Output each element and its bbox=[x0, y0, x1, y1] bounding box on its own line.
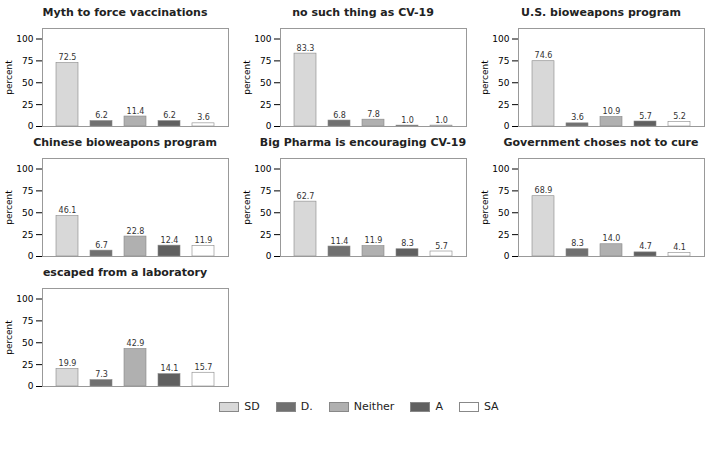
svg-text:percent: percent bbox=[4, 320, 14, 355]
svg-text:75: 75 bbox=[498, 56, 509, 66]
svg-text:75: 75 bbox=[22, 186, 33, 196]
svg-text:100: 100 bbox=[492, 164, 509, 174]
svg-text:25: 25 bbox=[22, 360, 33, 370]
svg-text:percent: percent bbox=[4, 60, 14, 95]
svg-text:7.3: 7.3 bbox=[95, 370, 108, 379]
html-text:SA: SA bbox=[483, 400, 499, 413]
svg-text:14.0: 14.0 bbox=[603, 234, 621, 243]
svg-text:75: 75 bbox=[22, 316, 33, 326]
svg-text:0: 0 bbox=[28, 251, 34, 261]
svg-text:100: 100 bbox=[16, 294, 33, 304]
svg-text:42.9: 42.9 bbox=[127, 339, 145, 348]
html-text:no such thing as CV-19: no such thing as CV-19 bbox=[292, 6, 434, 19]
svg-text:11.4: 11.4 bbox=[331, 237, 349, 246]
svg-text:25: 25 bbox=[22, 100, 33, 110]
svg-text:12.4: 12.4 bbox=[161, 236, 179, 245]
svg-text:25: 25 bbox=[22, 230, 33, 240]
svg-text:6.7: 6.7 bbox=[95, 241, 108, 250]
svg-text:100: 100 bbox=[492, 34, 509, 44]
svg-text:4.7: 4.7 bbox=[639, 242, 652, 251]
svg-text:6.8: 6.8 bbox=[333, 111, 346, 120]
svg-text:7.8: 7.8 bbox=[367, 110, 380, 119]
svg-text:percent: percent bbox=[4, 190, 14, 225]
svg-text:72.5: 72.5 bbox=[59, 53, 77, 62]
svg-text:100: 100 bbox=[16, 164, 33, 174]
svg-text:50: 50 bbox=[260, 78, 272, 88]
svg-text:8.3: 8.3 bbox=[401, 239, 414, 248]
svg-text:75: 75 bbox=[260, 186, 271, 196]
svg-text:83.3: 83.3 bbox=[297, 44, 315, 53]
svg-text:75: 75 bbox=[260, 56, 271, 66]
html-text:Myth to force vaccinations: Myth to force vaccinations bbox=[42, 6, 208, 19]
svg-text:10.9: 10.9 bbox=[603, 107, 621, 116]
html-text:U.S. bioweapons program: U.S. bioweapons program bbox=[521, 6, 681, 19]
html-text:D.: D. bbox=[300, 400, 313, 413]
svg-text:6.2: 6.2 bbox=[95, 111, 108, 120]
svg-text:0: 0 bbox=[28, 381, 34, 391]
svg-text:0: 0 bbox=[504, 251, 510, 261]
svg-text:percent: percent bbox=[480, 190, 490, 225]
svg-text:25: 25 bbox=[260, 230, 271, 240]
html-text:Chinese bioweapons program: Chinese bioweapons program bbox=[33, 136, 217, 149]
svg-text:100: 100 bbox=[254, 164, 271, 174]
svg-text:75: 75 bbox=[22, 56, 33, 66]
svg-text:100: 100 bbox=[254, 34, 271, 44]
svg-text:3.6: 3.6 bbox=[197, 113, 210, 122]
svg-text:0: 0 bbox=[28, 121, 34, 131]
html-text:Neither: Neither bbox=[353, 400, 395, 413]
svg-text:74.6: 74.6 bbox=[535, 51, 553, 60]
svg-text:46.1: 46.1 bbox=[59, 206, 77, 215]
svg-text:0: 0 bbox=[266, 121, 272, 131]
svg-text:75: 75 bbox=[498, 186, 509, 196]
svg-text:25: 25 bbox=[498, 230, 509, 240]
html-text:A: A bbox=[435, 400, 443, 413]
svg-text:11.9: 11.9 bbox=[365, 236, 383, 245]
svg-text:50: 50 bbox=[498, 208, 510, 218]
html-text:Government choses not to cure: Government choses not to cure bbox=[503, 136, 699, 149]
svg-text:4.1: 4.1 bbox=[673, 243, 686, 252]
svg-text:50: 50 bbox=[260, 208, 272, 218]
html-text:SD: SD bbox=[244, 400, 260, 413]
svg-text:1.0: 1.0 bbox=[435, 116, 448, 125]
svg-text:50: 50 bbox=[498, 78, 510, 88]
svg-text:100: 100 bbox=[16, 34, 33, 44]
svg-text:5.2: 5.2 bbox=[673, 112, 686, 121]
html-text:escaped from a laboratory: escaped from a laboratory bbox=[42, 266, 208, 279]
svg-text:25: 25 bbox=[260, 100, 271, 110]
svg-text:percent: percent bbox=[480, 60, 490, 95]
svg-text:14.1: 14.1 bbox=[161, 364, 179, 373]
svg-text:8.3: 8.3 bbox=[571, 239, 584, 248]
svg-text:15.7: 15.7 bbox=[195, 363, 213, 372]
svg-text:percent: percent bbox=[242, 60, 252, 95]
svg-text:25: 25 bbox=[498, 100, 509, 110]
svg-text:50: 50 bbox=[22, 78, 34, 88]
svg-text:5.7: 5.7 bbox=[639, 112, 652, 121]
svg-text:0: 0 bbox=[504, 121, 510, 131]
svg-text:11.4: 11.4 bbox=[127, 107, 145, 116]
svg-text:50: 50 bbox=[22, 208, 34, 218]
svg-text:5.7: 5.7 bbox=[435, 242, 448, 251]
svg-text:6.2: 6.2 bbox=[163, 111, 176, 120]
svg-text:19.9: 19.9 bbox=[59, 359, 77, 368]
svg-text:50: 50 bbox=[22, 338, 34, 348]
svg-text:3.6: 3.6 bbox=[571, 113, 584, 122]
svg-text:11.9: 11.9 bbox=[195, 236, 213, 245]
svg-text:68.9: 68.9 bbox=[535, 186, 553, 195]
svg-text:percent: percent bbox=[242, 190, 252, 225]
svg-text:62.7: 62.7 bbox=[297, 192, 315, 201]
html-text:Big Pharma is encouraging CV-1: Big Pharma is encouraging CV-19 bbox=[259, 136, 467, 149]
svg-text:1.0: 1.0 bbox=[401, 116, 414, 125]
svg-text:0: 0 bbox=[266, 251, 272, 261]
svg-text:22.8: 22.8 bbox=[127, 227, 145, 236]
